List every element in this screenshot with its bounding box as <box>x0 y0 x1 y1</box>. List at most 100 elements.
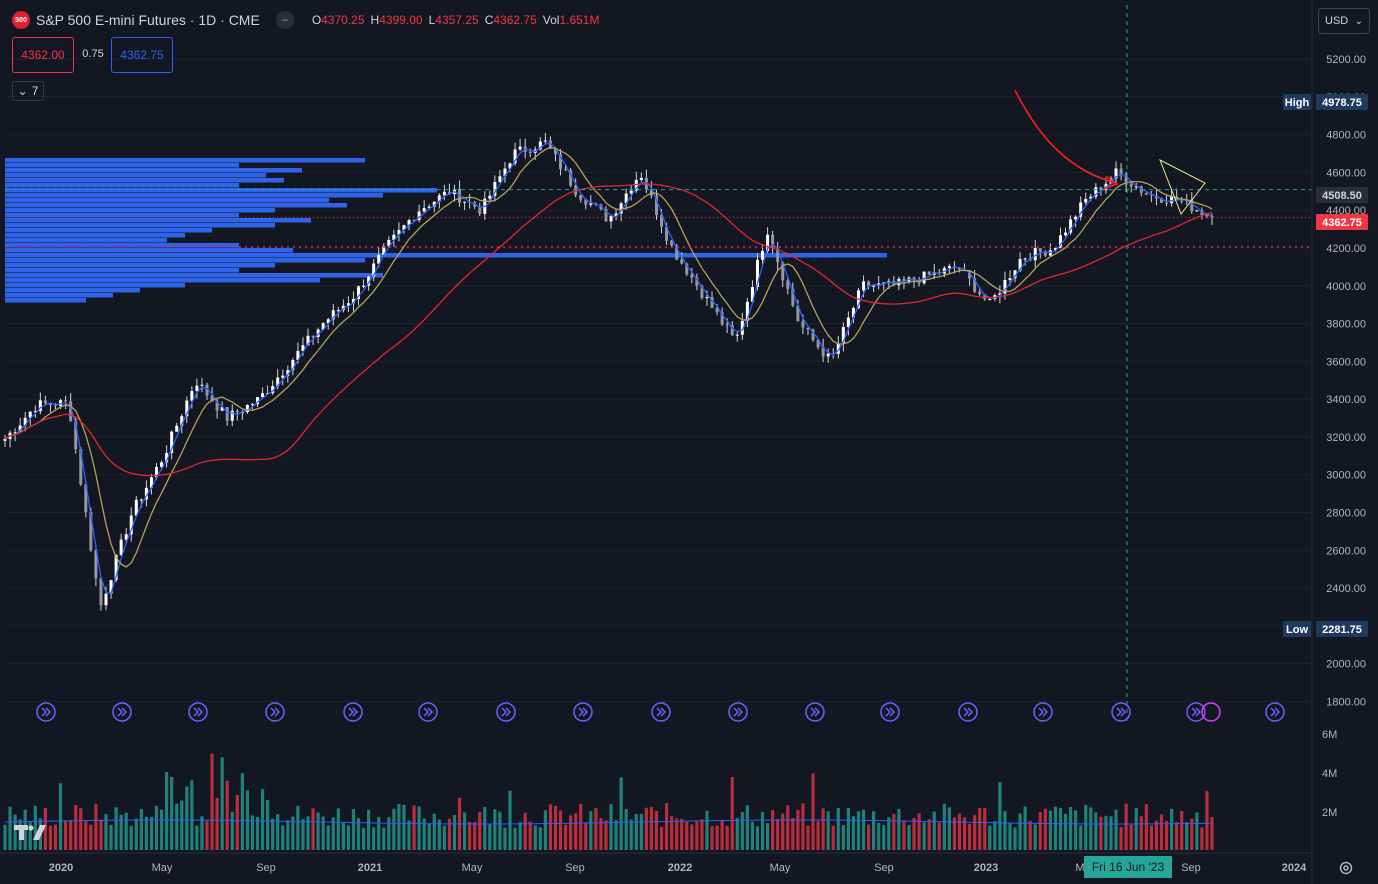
sell-button[interactable]: 4362.00 <box>12 37 74 73</box>
volume-bar <box>760 812 765 850</box>
volume-bar <box>170 776 174 850</box>
time-tick-label: May <box>462 862 483 874</box>
candle-body <box>129 515 133 535</box>
candle-body <box>261 393 265 398</box>
time-tick-label: 2022 <box>668 862 692 874</box>
event-markers[interactable] <box>36 702 1285 722</box>
volume-bar <box>149 816 154 850</box>
tradingview-logo-icon[interactable] <box>14 823 48 841</box>
price-tick-label: 2400.00 <box>1326 583 1366 595</box>
symbol-logo[interactable]: 500 <box>12 11 30 29</box>
volume-bar <box>801 803 805 850</box>
candle-body <box>412 220 416 222</box>
event-marker-icon <box>112 702 132 722</box>
candle-body <box>437 195 441 202</box>
profile-bar <box>5 273 383 278</box>
profile-bar <box>5 218 311 223</box>
candle-body <box>846 317 850 328</box>
buy-button[interactable]: 4362.75 <box>111 37 173 73</box>
volume-bar <box>937 822 941 850</box>
candle-body <box>508 163 512 169</box>
hide-icon[interactable]: – <box>275 11 294 29</box>
volume-bar <box>8 806 12 850</box>
high-value: 4978.75 <box>1322 97 1362 109</box>
volume-bar <box>700 819 704 850</box>
profile-bar <box>5 188 437 193</box>
volume-bar <box>755 826 760 850</box>
currency-select[interactable]: USD ⌄ <box>1318 8 1370 34</box>
volume-bar <box>705 810 709 850</box>
candle-body <box>548 140 552 149</box>
low-label: Low <box>1286 624 1308 636</box>
volume-bar <box>255 817 260 850</box>
high-label: High <box>1285 97 1310 109</box>
price-tick-label: 5200.00 <box>1326 54 1366 66</box>
candle-body <box>230 410 234 421</box>
candle-body <box>256 397 260 405</box>
high-value-bg <box>1316 94 1368 110</box>
volume-bar <box>64 821 68 850</box>
profile-bar <box>5 183 239 188</box>
settings-gear-icon[interactable] <box>1337 859 1355 877</box>
candle-body <box>240 412 244 414</box>
event-arrow-icon <box>810 707 821 717</box>
profile-bar <box>5 198 329 203</box>
candle-body <box>28 411 32 418</box>
volume-bar <box>1043 808 1047 850</box>
volume-bar <box>599 818 603 850</box>
time-axis[interactable]: 2020 May Sep 2021 May Sep 2022 May Sep 2023 M Sep 20… <box>0 852 1312 874</box>
candle-body <box>584 199 588 205</box>
candle-body <box>1099 187 1103 191</box>
volume-bar <box>397 803 401 850</box>
volume-bar <box>942 803 946 850</box>
candle-body <box>422 208 426 212</box>
candle-body <box>463 201 467 203</box>
annotation-arrow-head <box>1103 175 1119 190</box>
volume-ma-line <box>4 819 1213 825</box>
candle-body <box>1170 196 1174 204</box>
volume-bar <box>993 821 997 850</box>
volume-bar <box>654 810 659 850</box>
volume-bar <box>952 817 957 850</box>
volume-bar <box>806 825 810 850</box>
candle-body <box>513 149 517 164</box>
indicators-toggle-button[interactable]: ⌄ 7 <box>12 81 44 101</box>
candle-body <box>922 271 926 284</box>
volume-bar <box>372 827 376 850</box>
volume-bar <box>538 827 542 850</box>
event-marker-icon <box>1265 702 1285 722</box>
candle-body <box>791 288 795 306</box>
candle-body <box>755 259 759 287</box>
volume-bar <box>973 815 977 850</box>
volume-bar <box>872 811 876 850</box>
volume-tick-label: 4M <box>1322 768 1337 780</box>
volume-bar <box>124 812 128 850</box>
candle-body <box>94 550 98 579</box>
candle-body <box>841 327 845 344</box>
candle-body <box>766 234 770 251</box>
symbol-title[interactable]: S&P 500 E-mini Futures · 1D · CME <box>36 12 260 28</box>
ohlc-key: O <box>311 13 322 27</box>
volume-bar <box>811 773 815 850</box>
candle-body <box>882 282 886 284</box>
volume-bar <box>28 822 32 850</box>
candle-body <box>1069 219 1073 233</box>
volume-bar <box>644 807 648 850</box>
candle-body <box>675 245 679 260</box>
candle-body <box>665 226 669 241</box>
candle-body <box>104 593 108 606</box>
volume-bar <box>1033 824 1037 850</box>
volume-bar <box>584 822 588 850</box>
candle-body <box>1190 199 1194 212</box>
candle-body <box>447 191 451 195</box>
volume-bar <box>250 815 255 850</box>
price-axis[interactable]: 5200.005000.004800.004600.004400.004200.… <box>1283 0 1368 884</box>
crosshair-price-bg <box>1316 187 1368 203</box>
candle-body <box>1165 202 1169 204</box>
volume-bar <box>594 808 598 850</box>
candle-body <box>124 534 128 540</box>
volume-bar <box>553 805 558 850</box>
time-tick-label: 2020 <box>49 862 73 874</box>
volume-bar <box>715 825 719 850</box>
